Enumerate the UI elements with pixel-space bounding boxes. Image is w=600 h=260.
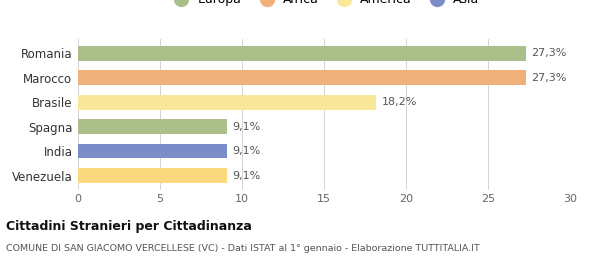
Text: 27,3%: 27,3% bbox=[530, 73, 566, 83]
Text: Cittadini Stranieri per Cittadinanza: Cittadini Stranieri per Cittadinanza bbox=[6, 220, 252, 233]
Bar bbox=[78, 70, 526, 85]
Legend: Europa, Africa, America, Asia: Europa, Africa, America, Asia bbox=[164, 0, 484, 11]
Text: COMUNE DI SAN GIACOMO VERCELLESE (VC) - Dati ISTAT al 1° gennaio - Elaborazione : COMUNE DI SAN GIACOMO VERCELLESE (VC) - … bbox=[6, 244, 480, 254]
Text: 9,1%: 9,1% bbox=[232, 171, 260, 181]
Text: 9,1%: 9,1% bbox=[232, 146, 260, 156]
Bar bbox=[78, 46, 526, 61]
Bar bbox=[78, 144, 227, 158]
Text: 18,2%: 18,2% bbox=[382, 97, 417, 107]
Bar bbox=[78, 168, 227, 183]
Bar bbox=[78, 119, 227, 134]
Bar bbox=[78, 95, 376, 109]
Text: 27,3%: 27,3% bbox=[530, 48, 566, 58]
Text: 9,1%: 9,1% bbox=[232, 122, 260, 132]
